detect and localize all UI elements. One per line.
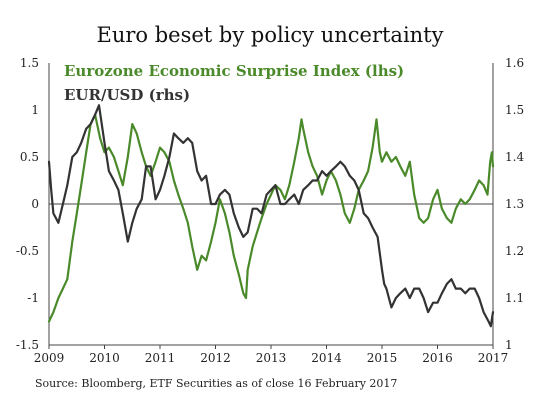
right-tick-label: 1.4 — [505, 150, 524, 164]
right-tick-label: 1.5 — [505, 103, 524, 117]
series-line-eurusd — [47, 104, 495, 328]
legend-eurusd: EUR/USD (rhs) — [64, 86, 190, 104]
x-tick-label: 2015 — [367, 351, 398, 365]
left-tick-label: -1 — [27, 291, 39, 305]
series-line-eurozone-surprise — [47, 113, 495, 323]
x-tick-label: 2009 — [34, 351, 65, 365]
x-tick-label: 2010 — [89, 351, 120, 365]
left-tick-labels: -1.5 -1 -0.5 0 0.5 1 1.5 — [16, 56, 39, 352]
x-tick-label: 2013 — [256, 351, 287, 365]
x-tick-label: 2012 — [200, 351, 231, 365]
x-tick-label: 2016 — [422, 351, 453, 365]
source-note: Source: Bloomberg, ETF Securities as of … — [35, 377, 397, 390]
x-tick-labels: 2009 2010 2011 2012 2013 2014 2015 2016 2017 — [34, 345, 509, 365]
right-tick-label: 1 — [505, 338, 513, 352]
right-tick-label: 1.2 — [505, 244, 524, 258]
legend-eurozone-surprise: Eurozone Economic Surprise Index (lhs) — [64, 62, 404, 80]
left-tick-label: 1 — [31, 103, 39, 117]
axes — [48, 63, 494, 346]
left-tick-label: 1.5 — [20, 56, 39, 70]
series-lines — [47, 104, 495, 328]
left-tick-label: 0.5 — [20, 150, 39, 164]
x-tick-label: 2017 — [478, 351, 509, 365]
left-tick-label: -0.5 — [16, 244, 39, 258]
x-tick-label: 2014 — [311, 351, 342, 365]
left-tick-label: 0 — [31, 197, 39, 211]
right-tick-labels: 1 1.1 1.2 1.3 1.4 1.5 1.6 — [505, 56, 524, 352]
right-tick-label: 1.6 — [505, 56, 524, 70]
x-tick-label: 2011 — [145, 351, 176, 365]
chart-title: Euro beset by policy uncertainty — [97, 23, 444, 47]
right-tick-label: 1.3 — [505, 197, 524, 211]
right-tick-label: 1.1 — [505, 291, 524, 305]
left-tick-label: -1.5 — [16, 338, 39, 352]
